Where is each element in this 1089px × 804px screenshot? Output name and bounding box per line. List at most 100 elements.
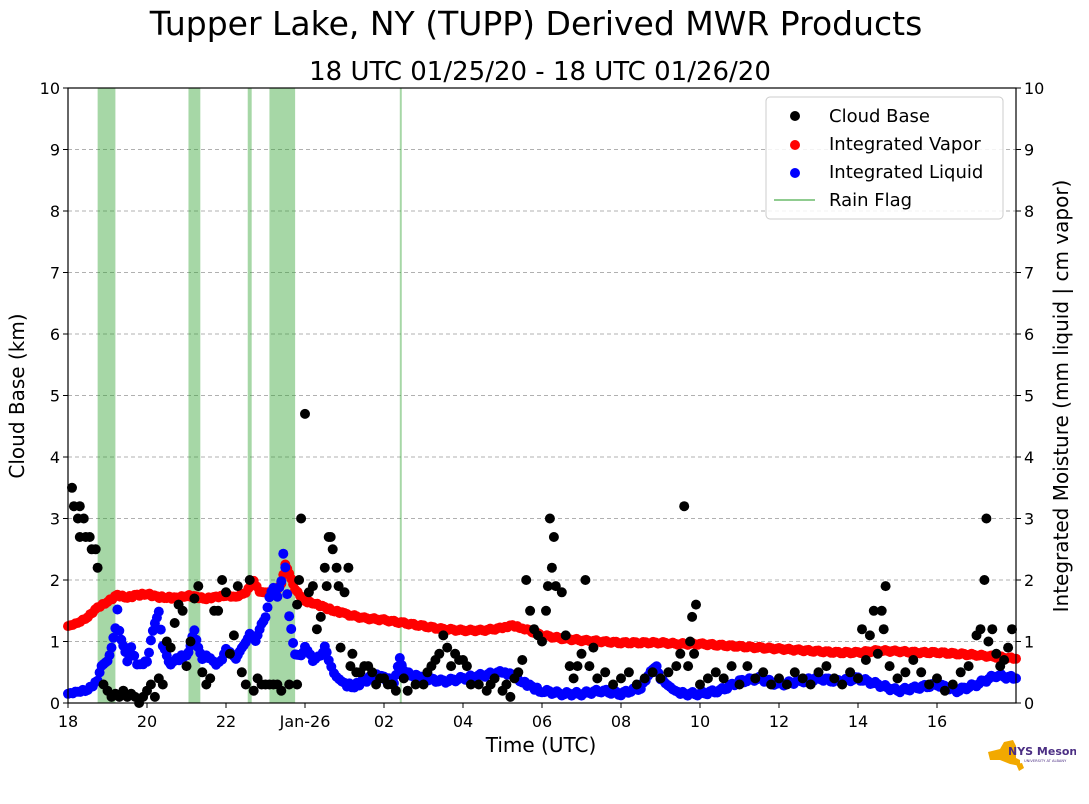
- grid-lines: [68, 149, 1016, 642]
- cloud-base-point: [197, 667, 208, 678]
- cloud-base-point: [548, 532, 559, 542]
- rain-flag-band: [188, 88, 201, 703]
- cloud-base-point: [343, 562, 354, 573]
- cloud-base-point: [307, 581, 318, 592]
- integrated-liquid-point: [278, 548, 289, 559]
- y-tick-label: 9: [50, 141, 60, 160]
- cloud-base-point: [679, 501, 690, 512]
- cloud-base-point: [78, 513, 89, 524]
- cloud-base-point: [864, 630, 875, 641]
- cloud-base-point: [616, 673, 626, 684]
- cloud-base-point: [177, 605, 188, 616]
- cloud-base-point: [710, 667, 721, 678]
- cloud-base-point: [853, 673, 863, 684]
- legend-marker-integrated-liquid: [790, 168, 800, 178]
- cloud-base-point: [185, 636, 196, 647]
- cloud-base-point: [766, 679, 777, 690]
- x-tick-label: 12: [769, 712, 789, 731]
- cloud-base-point: [564, 661, 575, 672]
- y2-tick-label: 4: [1024, 448, 1034, 467]
- cloud-base-point: [758, 667, 769, 678]
- legend-label-cloud-base: Cloud Base: [829, 106, 930, 127]
- integrated-liquid-point: [286, 624, 297, 634]
- logo-text: NYS Mesonet: [1008, 745, 1076, 758]
- legend-label-integrated-liquid: Integrated Liquid: [829, 162, 983, 183]
- cloud-base-point: [410, 679, 421, 690]
- integrated-liquid-point: [260, 612, 271, 623]
- cloud-base-point: [813, 667, 824, 678]
- integrated-liquid-point: [272, 591, 283, 602]
- cloud-base-point: [689, 648, 700, 659]
- cloud-base-point: [333, 581, 344, 592]
- x-axis-label: Time (UTC): [485, 733, 597, 757]
- cloud-base-point: [67, 482, 77, 493]
- cloud-base-point: [781, 679, 792, 690]
- cloud-base-point: [939, 685, 950, 696]
- cloud-base-point: [837, 679, 848, 690]
- cloud-base-point: [181, 661, 192, 672]
- cloud-base-point: [884, 661, 895, 672]
- cloud-base-point: [876, 605, 887, 616]
- cloud-base-point: [774, 673, 784, 684]
- cloud-base-point: [691, 599, 701, 610]
- cloud-base-point: [398, 673, 409, 684]
- cloud-base-point: [955, 667, 966, 678]
- cloud-base-point: [663, 667, 674, 678]
- cloud-base-point: [335, 642, 346, 653]
- legend-label-integrated-vapor: Integrated Vapor: [829, 134, 981, 155]
- cloud-base-point: [345, 661, 356, 672]
- cloud-base-point: [149, 691, 160, 702]
- cloud-base-point: [750, 673, 761, 684]
- cloud-base-point: [979, 575, 990, 585]
- nys-state-shape-icon: NYS Mesonet UNIVERSITY AT ALBANY: [988, 740, 1076, 771]
- cloud-base-point: [232, 581, 243, 592]
- cloud-base-point: [544, 513, 555, 524]
- cloud-base-point: [292, 599, 303, 610]
- cloud-base-point: [857, 624, 867, 635]
- cloud-base-point: [84, 532, 95, 542]
- y-tick-label: 10: [40, 79, 60, 98]
- cloud-base-point: [244, 575, 255, 585]
- cloud-base-point: [556, 587, 567, 598]
- cloud-base-point: [560, 630, 571, 641]
- cloud-base-point: [537, 636, 547, 647]
- cloud-base-point: [892, 673, 903, 684]
- x-tick-label: 04: [453, 712, 473, 731]
- cloud-base-point: [505, 691, 516, 702]
- cloud-base-point: [872, 648, 883, 659]
- cloud-base-point: [236, 667, 247, 678]
- integrated-liquid-point: [280, 562, 291, 573]
- cloud-base-point: [90, 544, 101, 555]
- y2-tick-label: 7: [1024, 264, 1034, 283]
- integrated-liquid-point: [129, 650, 140, 661]
- cloud-base-point: [165, 642, 176, 653]
- cloud-base-point: [224, 648, 235, 659]
- cloud-base-point: [683, 661, 694, 672]
- cloud-base-point: [550, 581, 561, 592]
- cloud-base-point: [580, 575, 591, 585]
- y-axis-ticks: 0 1 2 3 4 5 6 7 8 9 10: [40, 79, 68, 713]
- y2-axis-ticks: 0 1 2 3 4 5 6 7 8 9 10: [1016, 79, 1044, 713]
- cloud-base-point: [924, 679, 935, 690]
- cloud-base-point: [542, 581, 553, 592]
- integrated-liquid-point: [145, 635, 156, 646]
- cloud-base-point: [193, 581, 204, 592]
- cloud-base-point: [465, 679, 476, 690]
- integrated-liquid-point: [284, 611, 295, 622]
- y2-tick-label: 6: [1024, 325, 1034, 344]
- integrated-liquid-point: [112, 604, 123, 615]
- y-tick-label: 5: [50, 387, 60, 406]
- cloud-base-point: [390, 685, 401, 696]
- cloud-base-point: [608, 679, 619, 690]
- cloud-base-point: [592, 673, 603, 684]
- y-tick-label: 1: [50, 633, 60, 652]
- cloud-base-point: [473, 679, 484, 690]
- cloud-base-point: [981, 513, 992, 524]
- cloud-base-point: [655, 673, 666, 684]
- cloud-base-point: [213, 605, 224, 616]
- y2-tick-label: 3: [1024, 510, 1034, 529]
- cloud-base-point: [319, 562, 330, 573]
- x-tick-label: Jan-26: [279, 712, 331, 731]
- cloud-base-point: [880, 581, 891, 592]
- cloud-base-point: [92, 562, 103, 573]
